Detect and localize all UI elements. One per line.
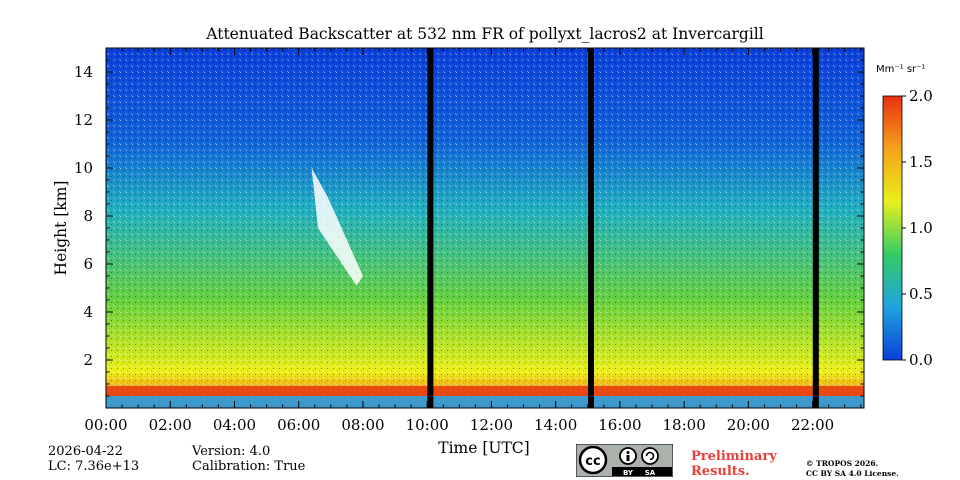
preliminary-line1: Preliminary	[691, 449, 777, 464]
surface-band	[106, 396, 864, 408]
chart-title: Attenuated Backscatter at 532 nm FR of p…	[206, 25, 764, 43]
x-tick-label: 00:00	[84, 416, 127, 434]
y-tick-label: 4	[83, 303, 93, 321]
colorbar-unit-label: Mm⁻¹ sr⁻¹	[876, 64, 926, 75]
y-tick-label: 10	[74, 159, 93, 177]
data-gap-2	[812, 48, 819, 408]
y-tick-label: 14	[74, 63, 93, 81]
heatmap-area	[106, 48, 864, 408]
lc-text: LC: 7.36e+13	[48, 459, 140, 474]
x-tick-label: 06:00	[277, 416, 320, 434]
date-text: 2026-04-22	[48, 444, 123, 459]
colorbar-axis: 0.0 0.5 1.0 1.5 2.0	[902, 87, 933, 369]
calibration-text: Calibration: True	[192, 459, 306, 474]
colorbar-tick-label: 2.0	[909, 87, 933, 105]
y-axis-label: Height [km]	[52, 181, 70, 276]
heatmap-noise	[106, 48, 864, 408]
version-text: Version: 4.0	[192, 444, 271, 459]
data-gap-1	[587, 48, 594, 408]
cc-icon	[578, 445, 608, 475]
colorbar-tick-label: 1.0	[909, 219, 933, 237]
y-axis: 2 4 6 8 10 12 14	[74, 59, 864, 397]
boundary-layer-band	[106, 386, 864, 396]
by-label: BY	[623, 469, 634, 477]
x-axis: 00:00 02:00 04:00 06:00 08:00 10:00 12:00 14:00…	[84, 48, 862, 434]
x-tick-label: 14:00	[534, 416, 577, 434]
cc-icon-text: cc	[585, 454, 600, 469]
copyright-line2: CC BY SA 4.0 License.	[806, 469, 899, 478]
x-tick-label: 04:00	[213, 416, 256, 434]
cirrus-plume	[311, 168, 363, 286]
y-tick-label: 6	[83, 255, 93, 273]
colorbar	[882, 95, 903, 361]
copyright: © TROPOS 2026. CC BY SA 4.0 License.	[806, 459, 899, 479]
x-tick-label: 12:00	[470, 416, 513, 434]
x-tick-label: 02:00	[149, 416, 192, 434]
colorbar-tick-label: 0.0	[909, 351, 933, 369]
y-tick-label: 2	[83, 351, 93, 369]
y-tick-label: 8	[83, 207, 93, 225]
x-tick-label: 10:00	[406, 416, 449, 434]
colorbar-tick-label: 1.5	[909, 153, 933, 171]
x-tick-label: 08:00	[341, 416, 384, 434]
cc-by-sa-logo: cc BY SA	[576, 444, 673, 477]
colorbar-tick-label: 0.5	[909, 285, 933, 303]
sa-icon	[641, 447, 659, 465]
y-tick-label: 12	[74, 111, 93, 129]
x-tick-label: 20:00	[727, 416, 770, 434]
date-block: 2026-04-22 LC: 7.36e+13	[48, 444, 139, 474]
copyright-line1: © TROPOS 2026.	[806, 459, 879, 468]
x-tick-label: 16:00	[598, 416, 641, 434]
x-tick-label: 18:00	[663, 416, 706, 434]
x-tick-label: 22:00	[791, 416, 834, 434]
sa-label: SA	[645, 469, 656, 477]
data-gap-0	[427, 48, 434, 408]
preliminary-notice: Preliminary Results.	[691, 449, 777, 479]
x-axis-label: Time [UTC]	[438, 439, 529, 457]
preliminary-line2: Results.	[691, 464, 750, 479]
version-block: Version: 4.0 Calibration: True	[192, 444, 305, 474]
